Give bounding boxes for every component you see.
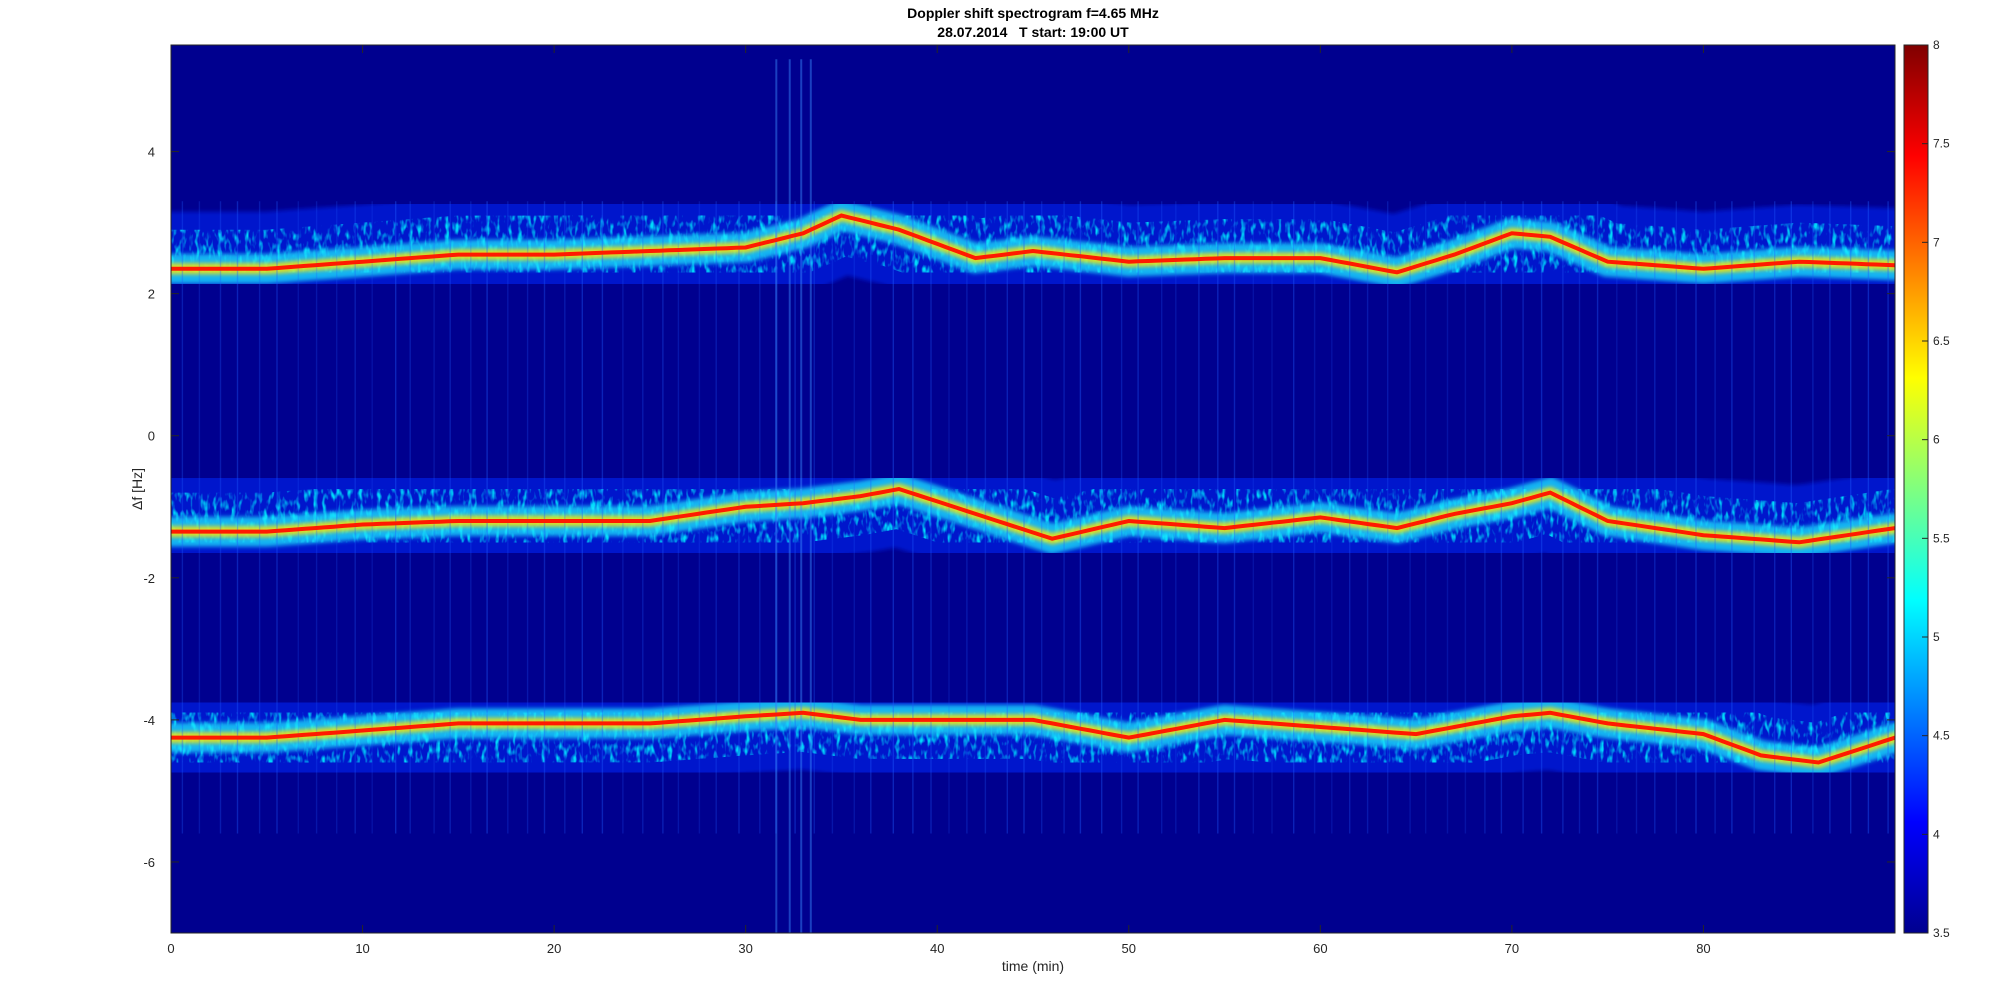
y-tick-label: -2 — [143, 571, 155, 586]
doppler-traces — [171, 213, 1895, 765]
plot-area — [171, 45, 1895, 933]
x-tick-label: 40 — [930, 941, 944, 956]
y-tick-label: 2 — [148, 287, 155, 302]
y-tick-label: -4 — [143, 713, 155, 728]
x-axis-label: time (min) — [1002, 958, 1064, 974]
x-tick-label: 80 — [1696, 941, 1710, 956]
x-tick-label: 0 — [167, 941, 174, 956]
colorbar-tick-label: 7 — [1933, 235, 1940, 249]
y-axis: -6 -4 -2 0 2 4 — [143, 145, 1895, 870]
colorbar-tick-label: 6 — [1933, 433, 1940, 447]
colorbar-tick-label: 6.5 — [1933, 334, 1950, 348]
y-tick-label: 4 — [148, 145, 155, 160]
colorbar-tick-label: 7.5 — [1933, 137, 1950, 151]
colorbar-tick-label: 5 — [1933, 630, 1940, 644]
plot-frame — [170, 44, 1896, 934]
colorbar: 3.5 4 4.5 5 5.5 6 6.5 7 7.5 8 — [1903, 38, 1950, 940]
y-tick-label: 0 — [148, 429, 155, 444]
colorbar-tick-label: 4.5 — [1933, 729, 1950, 743]
y-axis-label: Δf [Hz] — [129, 468, 145, 510]
colorbar-tick-label: 3.5 — [1933, 926, 1950, 940]
x-axis: 0 10 20 30 40 50 60 70 80 — [167, 45, 1711, 956]
colorbar-tick-label: 5.5 — [1933, 531, 1950, 545]
x-tick-label: 50 — [1122, 941, 1136, 956]
chart-title: Doppler shift spectrogram f=4.65 MHz — [907, 5, 1159, 21]
colorbar-ticks: 3.5 4 4.5 5 5.5 6 6.5 7 7.5 8 — [1922, 38, 1950, 940]
colorbar-gradient — [1903, 44, 1929, 934]
x-tick-label: 60 — [1313, 941, 1327, 956]
y-tick-label: -6 — [143, 855, 155, 870]
x-tick-label: 20 — [547, 941, 561, 956]
series-line-0 — [171, 213, 1895, 275]
series-line-2 — [171, 710, 1895, 765]
series-line-1 — [171, 486, 1895, 545]
chart-subtitle: 28.07.2014 T start: 19:00 UT — [937, 24, 1129, 40]
x-tick-label: 70 — [1505, 941, 1519, 956]
x-tick-label: 30 — [738, 941, 752, 956]
colorbar-tick-label: 4 — [1933, 827, 1940, 841]
x-tick-label: 10 — [355, 941, 369, 956]
colorbar-tick-label: 8 — [1933, 38, 1940, 52]
